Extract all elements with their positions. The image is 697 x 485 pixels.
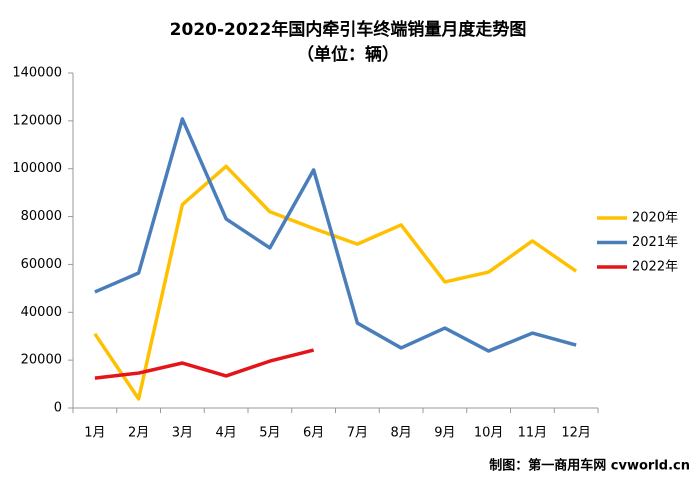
x-tick-label: 6月	[303, 426, 324, 441]
x-tick-label: 7月	[347, 426, 368, 441]
y-tick-label: 100000	[12, 161, 62, 176]
series-line	[93, 164, 578, 401]
y-tick-label: 0	[54, 401, 62, 416]
x-tick-label: 1月	[84, 426, 105, 441]
x-tick-label: 4月	[215, 426, 236, 441]
chart-title: 2020-2022年国内牵引车终端销量月度走势图	[170, 19, 527, 40]
x-tick-label: 5月	[259, 426, 280, 441]
x-tick-label: 10月	[474, 426, 504, 441]
x-tick-label: 3月	[172, 426, 193, 441]
y-tick-label: 40000	[21, 305, 62, 320]
y-tick-label: 20000	[21, 353, 62, 368]
legend-label: 2021年	[632, 235, 678, 250]
footer: 制图：第一商用车网 cvworld.cn	[489, 458, 690, 474]
x-tick-label: 12月	[561, 426, 591, 441]
series-line	[94, 117, 577, 353]
legend-label: 2022年	[632, 260, 678, 275]
legend-label: 2020年	[632, 211, 678, 226]
y-tick-label: 120000	[12, 113, 62, 128]
x-tick-label: 8月	[390, 426, 411, 441]
y-tick-label: 60000	[21, 257, 62, 272]
chart-subtitle: （单位：辆）	[297, 44, 399, 65]
y-tick-label: 140000	[12, 66, 62, 81]
x-tick-label: 2月	[128, 426, 149, 441]
x-tick-label: 9月	[434, 426, 455, 441]
x-tick-label: 11月	[518, 426, 548, 441]
series-line	[94, 348, 315, 380]
y-tick-label: 80000	[21, 209, 62, 224]
